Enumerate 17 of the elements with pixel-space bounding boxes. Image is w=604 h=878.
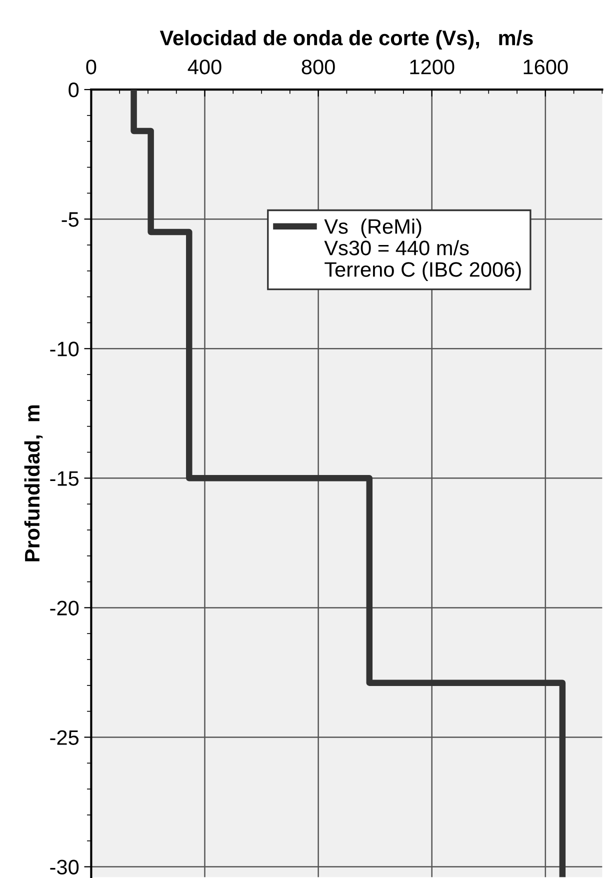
y-tick-label: -20 <box>50 600 79 616</box>
x-tick-label: 0 <box>86 60 96 74</box>
x-tick-label: 1200 <box>410 60 454 74</box>
y-tick-label: -5 <box>62 212 79 227</box>
legend-label: Vs (ReMi) <box>324 218 422 238</box>
y-tick-label: -30 <box>50 860 79 875</box>
y-tick-label: 0 <box>68 82 79 98</box>
x-axis-title: Velocidad de onda de corte (Vs), m/s <box>160 30 533 50</box>
y-tick-label: -15 <box>50 471 79 486</box>
y-tick-label: -10 <box>50 342 79 356</box>
x-tick-label: 400 <box>188 60 222 74</box>
annotation: Terreno C (IBC 2006) <box>324 262 521 281</box>
y-tick-label: -25 <box>50 730 79 745</box>
annotation: Vs30 = 440 m/s <box>324 240 469 256</box>
x-tick-label: 1600 <box>524 60 568 74</box>
x-tick-label: 800 <box>302 60 335 74</box>
y-axis-title: Profundidad, m <box>24 405 43 562</box>
